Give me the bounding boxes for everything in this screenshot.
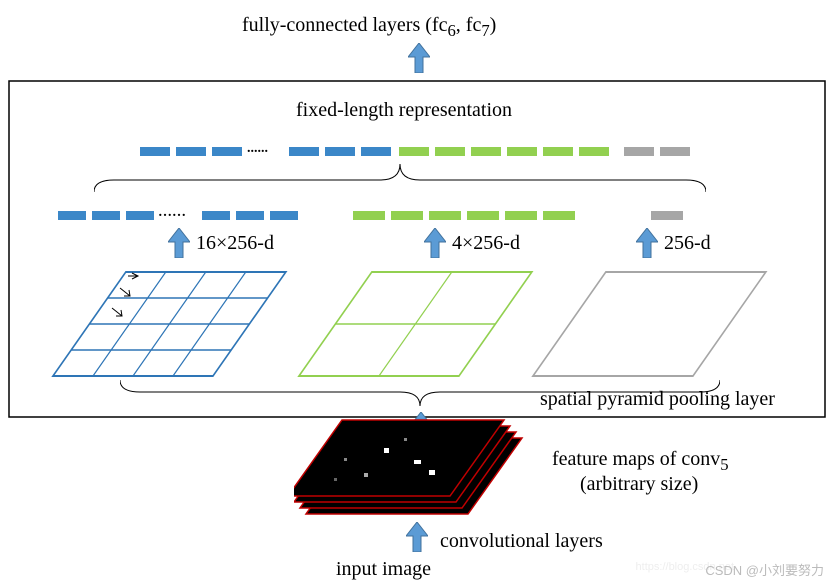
grid-green [296, 266, 546, 386]
arrow-gray [636, 228, 658, 258]
feat-label2: (arbitrary size) [580, 473, 698, 496]
feat-label: feature maps of conv5 [552, 448, 729, 475]
dim-gray: 256-d [664, 232, 711, 255]
fixed-label: fixed-length representation [296, 99, 512, 122]
dim-green: 4×256-d [452, 232, 520, 255]
spp-label: spatial pyramid pooling layer [540, 388, 775, 411]
conv-label: convolutional layers [440, 530, 603, 553]
grid-blue [50, 266, 300, 386]
arrow-blue [168, 228, 190, 258]
feature-maps [294, 418, 534, 528]
arrow-conv [406, 522, 428, 552]
grid-gray [530, 266, 780, 386]
arrow-green [424, 228, 446, 258]
dim-blue: 16×256-d [196, 232, 274, 255]
input-label: input image [336, 558, 431, 581]
fc-label: fully-connected layers (fc6, fc7) [242, 14, 496, 41]
arrow-fc [408, 43, 430, 73]
top-brace [94, 162, 706, 196]
watermark: CSDN @小刘要努力 [705, 560, 824, 579]
